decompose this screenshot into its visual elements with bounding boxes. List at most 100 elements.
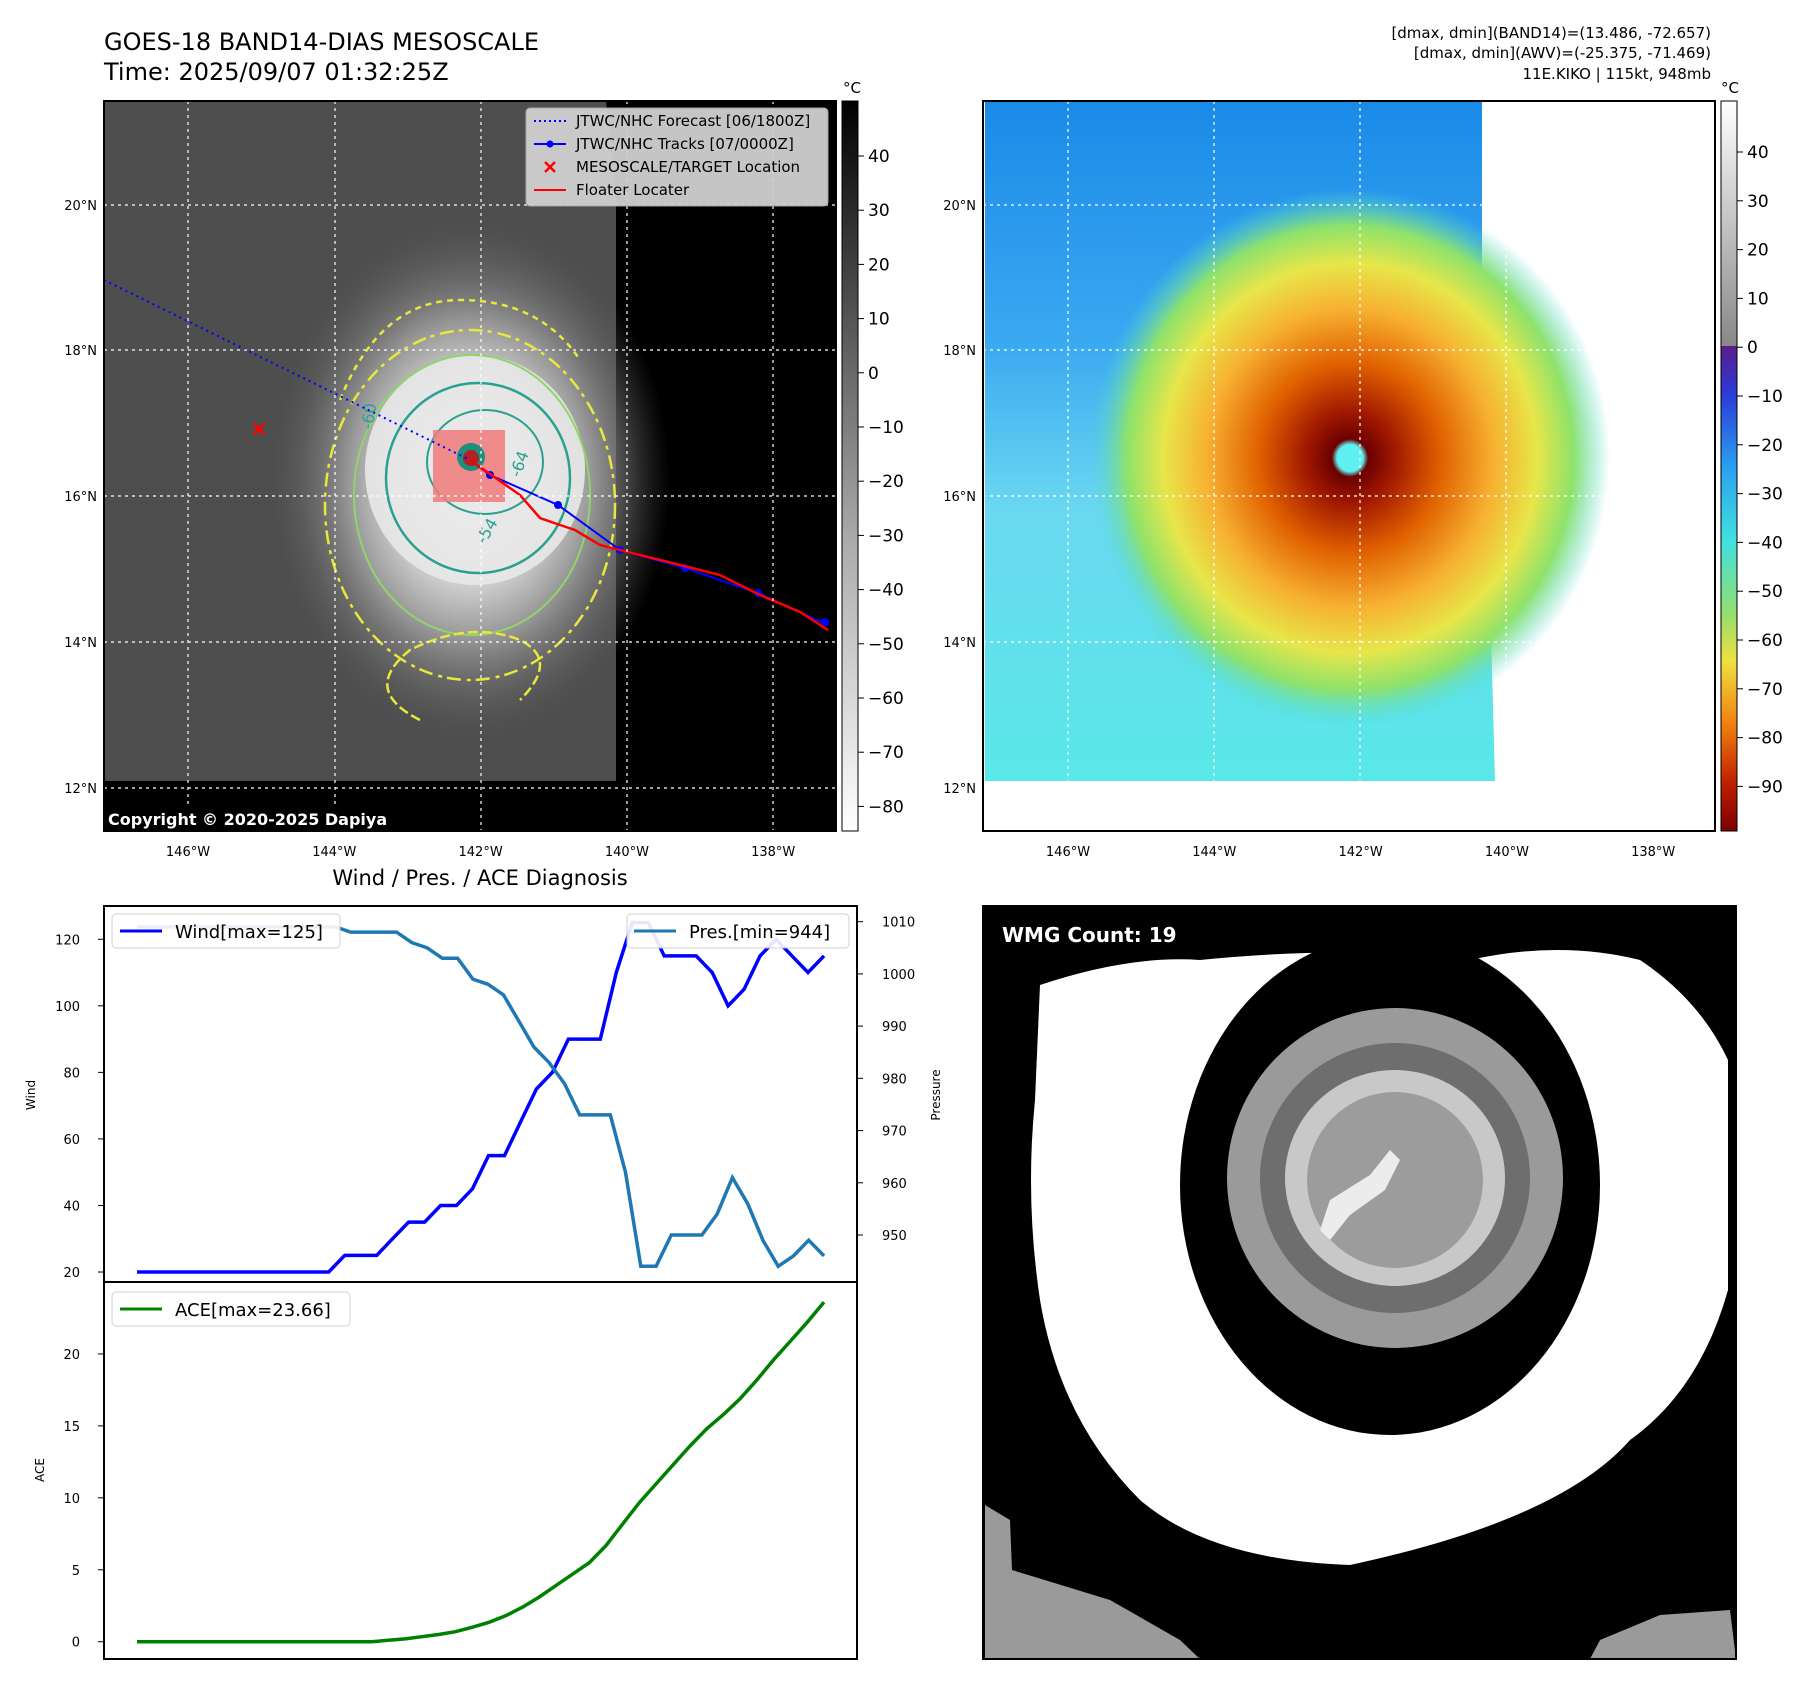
cbar-tick-label: 40 bbox=[1747, 143, 1769, 163]
cbar-tick-label: −50 bbox=[868, 635, 904, 655]
pressure-tick-label: 980 bbox=[882, 1072, 907, 1087]
legend-target: MESOSCALE/TARGET Location bbox=[576, 158, 800, 176]
wind-tick-label: 60 bbox=[63, 1133, 80, 1148]
pressure-legend: Pres.[min=944] bbox=[626, 913, 850, 949]
lon-label: 142°W bbox=[459, 845, 503, 860]
cbar-tick-label: −40 bbox=[868, 581, 904, 601]
cbar-tick-label: 10 bbox=[1747, 289, 1769, 309]
awv-lon-labels: 146°W 144°W 142°W 140°W 138°W bbox=[1046, 845, 1676, 860]
copyright: Copyright © 2020-2025 Dapiya bbox=[108, 810, 387, 829]
ace-tick-label: 5 bbox=[72, 1564, 80, 1579]
ace-ticks: 0 5 10 15 20 bbox=[63, 1348, 104, 1651]
ir-lat-labels: 20°N 18°N 16°N 14°N 12°N bbox=[64, 199, 97, 797]
figure-title: GOES-18 BAND14-DIAS MESOSCALE bbox=[104, 28, 539, 56]
wmg-count: WMG Count: 19 bbox=[1002, 923, 1177, 947]
wind-pressure-axes bbox=[103, 905, 858, 1283]
ir-colorbar-ticks: 40 30 20 10 0 −10 −20 −30 −40 −50 −60 −70 −80 bbox=[858, 147, 904, 817]
lon-label: 146°W bbox=[1046, 845, 1090, 860]
awv-colorbar-unit: °C bbox=[1721, 79, 1739, 97]
lat-label: 18°N bbox=[943, 344, 976, 359]
ir-contour-inner bbox=[384, 381, 572, 575]
lon-label: 144°W bbox=[1192, 845, 1236, 860]
wind-line bbox=[137, 920, 826, 1274]
pressure-ylabel: Pressure bbox=[929, 1069, 943, 1120]
wmg-gray-corner bbox=[985, 1505, 1200, 1659]
lon-label: 140°W bbox=[1485, 845, 1529, 860]
pressure-ticks: 950 960 970 980 990 1000 1010 bbox=[857, 916, 915, 1244]
cbar-tick-label: 10 bbox=[868, 310, 890, 330]
ir-contour-core bbox=[426, 409, 544, 515]
ace-line bbox=[137, 1300, 826, 1644]
lat-label: 18°N bbox=[64, 344, 97, 359]
lat-label: 12°N bbox=[943, 782, 976, 797]
pressure-tick-label: 1010 bbox=[882, 916, 915, 931]
wind-legend: Wind[max=125] bbox=[111, 913, 341, 949]
lon-label: 142°W bbox=[1339, 845, 1383, 860]
pressure-tick-label: 950 bbox=[882, 1229, 907, 1244]
lat-label: 14°N bbox=[64, 636, 97, 651]
pressure-tick-label: 960 bbox=[882, 1177, 907, 1192]
awv-colorbar-ticks: 40 30 20 10 0 −10 −20 −30 −40 −50 −60 −70 −80 −90 bbox=[1737, 143, 1783, 797]
contour-label-60: -60 bbox=[357, 402, 380, 431]
cbar-tick-label: −30 bbox=[868, 526, 904, 546]
wind-ylabel: Wind bbox=[24, 1080, 38, 1110]
pressure-tick-label: 1000 bbox=[882, 968, 915, 983]
legend-tracks: JTWC/NHC Tracks [07/0000Z] bbox=[575, 135, 794, 153]
wind-tick-label: 20 bbox=[63, 1266, 80, 1281]
ir-legend: JTWC/NHC Forecast [06/1800Z] JTWC/NHC Tr… bbox=[525, 107, 829, 207]
cbar-tick-label: −60 bbox=[1747, 631, 1783, 651]
cbar-tick-label: −20 bbox=[868, 472, 904, 492]
ir-spiral-band-2 bbox=[338, 298, 582, 401]
awv-eye bbox=[1338, 446, 1362, 470]
cbar-tick-label: −60 bbox=[868, 689, 904, 709]
legend-forecast: JTWC/NHC Forecast [06/1800Z] bbox=[575, 112, 810, 130]
cbar-tick-label: −70 bbox=[868, 743, 904, 763]
ir-lon-labels: 146°W 144°W 142°W 140°W 138°W bbox=[166, 845, 796, 860]
lon-label: 144°W bbox=[312, 845, 356, 860]
cbar-tick-label: 30 bbox=[868, 201, 890, 221]
ace-legend: ACE[max=23.66] bbox=[111, 1291, 351, 1327]
cbar-tick-label: −10 bbox=[1747, 387, 1783, 407]
wmg-gray-corner-right bbox=[1590, 1610, 1736, 1659]
copyright-box bbox=[104, 806, 420, 831]
cbar-tick-label: −90 bbox=[1747, 777, 1783, 797]
wind-tick-label: 120 bbox=[55, 933, 80, 948]
figure-time: Time: 2025/09/07 01:32:25Z bbox=[103, 58, 449, 86]
cbar-tick-label: −40 bbox=[1747, 533, 1783, 553]
cbar-tick-label: 0 bbox=[1747, 338, 1758, 358]
ace-series bbox=[137, 1300, 826, 1644]
ace-tick-label: 15 bbox=[63, 1420, 80, 1435]
cbar-tick-label: −50 bbox=[1747, 582, 1783, 602]
wmg-panel: WMG Count: 19 bbox=[982, 905, 1737, 1660]
cbar-tick-label: 0 bbox=[868, 364, 879, 384]
ace-ylabel: ACE bbox=[33, 1458, 47, 1482]
pressure-tick-label: 990 bbox=[882, 1020, 907, 1035]
stats-storm: 11E.KIKO | 115kt, 948mb bbox=[1522, 65, 1711, 83]
wmg-eye bbox=[1320, 1150, 1400, 1240]
wind-tick-label: 80 bbox=[63, 1066, 80, 1081]
cbar-tick-label: 20 bbox=[868, 255, 890, 275]
floater-locater bbox=[469, 458, 829, 632]
lon-label: 138°W bbox=[1631, 845, 1675, 860]
cbar-tick-label: 30 bbox=[1747, 192, 1769, 212]
ir-gridlines bbox=[104, 101, 836, 831]
cbar-tick-label: −80 bbox=[868, 797, 904, 817]
lon-label: 138°W bbox=[751, 845, 795, 860]
ace-tick-label: 10 bbox=[63, 1492, 80, 1507]
ir-colorbar-unit: °C bbox=[843, 79, 861, 97]
ace-legend-label: ACE[max=23.66] bbox=[175, 1300, 331, 1321]
awv-panel bbox=[982, 100, 1716, 832]
cbar-tick-label: −70 bbox=[1747, 680, 1783, 700]
lat-label: 16°N bbox=[943, 490, 976, 505]
wind-tick-label: 100 bbox=[55, 1000, 80, 1015]
cbar-tick-label: −80 bbox=[1747, 729, 1783, 749]
ir-panel: -64 -54 -60 bbox=[103, 100, 837, 832]
stats-band14: [dmax, dmin](BAND14)=(13.486, -72.657) bbox=[1391, 24, 1711, 42]
wind-tick-label: 40 bbox=[63, 1199, 80, 1214]
wind-legend-label: Wind[max=125] bbox=[175, 922, 323, 943]
target-location-marker bbox=[252, 422, 266, 436]
lat-label: 20°N bbox=[943, 199, 976, 214]
awv-colorbar: °C bbox=[1720, 79, 1739, 832]
wmg-label-box bbox=[994, 918, 1190, 952]
